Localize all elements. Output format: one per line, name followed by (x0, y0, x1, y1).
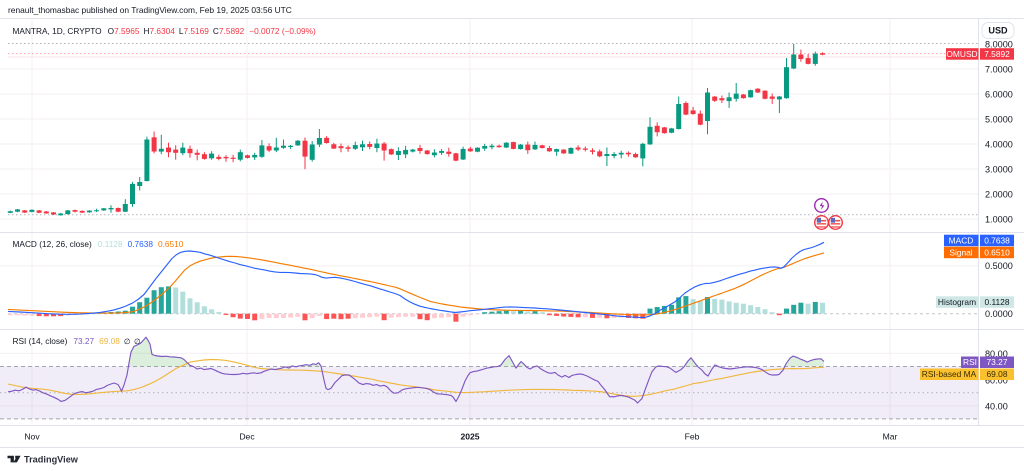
svg-text:6.0000: 6.0000 (985, 90, 1013, 100)
svg-text:60.00: 60.00 (985, 376, 1008, 386)
svg-text:Dec: Dec (239, 432, 255, 442)
svg-text:RSI: RSI (963, 357, 977, 367)
svg-text:renault_thomasbac published on: renault_thomasbac published on TradingVi… (8, 5, 292, 15)
svg-text:Histogram: Histogram (938, 297, 976, 307)
svg-text:0.7638: 0.7638 (984, 235, 1010, 245)
svg-text:4.0000: 4.0000 (985, 140, 1013, 150)
svg-text:7.5892: 7.5892 (984, 49, 1010, 59)
svg-text:Feb: Feb (685, 432, 700, 442)
svg-text:2025: 2025 (460, 432, 479, 442)
svg-text:MACD: MACD (949, 235, 974, 245)
svg-text:Mar: Mar (883, 432, 898, 442)
svg-text:7.0000: 7.0000 (985, 65, 1013, 75)
svg-text:1.0000: 1.0000 (985, 215, 1013, 225)
svg-text:40.00: 40.00 (985, 401, 1008, 411)
svg-text:Nov: Nov (24, 432, 40, 442)
svg-text:0.0000: 0.0000 (985, 309, 1013, 319)
svg-text:0.1128: 0.1128 (985, 297, 1010, 307)
svg-text:TradingView: TradingView (24, 454, 79, 464)
svg-text:USD: USD (988, 26, 1008, 36)
svg-text:RSI-based MA: RSI-based MA (922, 369, 977, 379)
svg-text:OMUSD: OMUSD (946, 49, 977, 59)
svg-text:8.0000: 8.0000 (985, 40, 1013, 50)
svg-text:73.27: 73.27 (987, 357, 1008, 367)
svg-text:0.6510: 0.6510 (984, 247, 1010, 257)
svg-text:Signal: Signal (949, 247, 972, 257)
svg-text:2.0000: 2.0000 (985, 190, 1013, 200)
svg-text:5.0000: 5.0000 (985, 115, 1013, 125)
svg-text:69.08: 69.08 (987, 369, 1008, 379)
svg-text:3.0000: 3.0000 (985, 165, 1013, 175)
svg-text:80.00: 80.00 (985, 349, 1008, 359)
svg-text:0.5000: 0.5000 (985, 261, 1013, 271)
